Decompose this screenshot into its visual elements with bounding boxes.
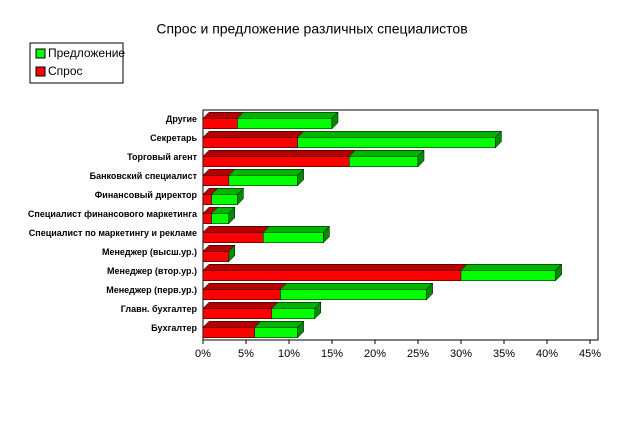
bar — [271, 308, 316, 319]
bar — [202, 175, 230, 186]
bar-depth — [202, 283, 288, 290]
bar-depth — [262, 226, 331, 233]
bar-side — [417, 149, 425, 168]
chart-title: Спрос и предложение различных специалист… — [156, 21, 467, 37]
legend-swatch — [35, 66, 46, 77]
y-tick-label: Другие — [166, 114, 197, 124]
bar — [202, 232, 264, 243]
y-tick-label: Главн. бухгалтер — [121, 304, 198, 314]
x-tick-label: 0% — [195, 348, 211, 360]
bar-depth — [236, 112, 339, 119]
bar-side — [297, 168, 304, 187]
bar — [202, 137, 298, 148]
bar — [202, 251, 230, 262]
x-tick-label: 30% — [450, 348, 472, 360]
y-tick-label: Финансовый директор — [95, 190, 198, 200]
x-tick-label: 10% — [278, 348, 300, 360]
legend-label: Предложение — [48, 46, 125, 60]
bar-side — [228, 244, 236, 263]
bar — [280, 289, 427, 300]
x-tick-label: 25% — [407, 348, 429, 360]
y-tick-label: Менеджер (перв.ур.) — [106, 285, 197, 295]
x-tick-label: 35% — [493, 348, 515, 360]
y-tick-label: Специалист финансового маркетинга — [28, 209, 198, 219]
x-tick-label: 20% — [364, 348, 386, 360]
bar — [254, 327, 298, 338]
y-tick-label: Бухгалтер — [151, 323, 197, 333]
bar-depth — [202, 226, 270, 233]
bar — [202, 270, 462, 281]
bar — [202, 327, 255, 338]
bar — [202, 156, 350, 167]
y-tick-label: Менеджер (втор.ур.) — [107, 266, 197, 276]
bar-depth — [202, 150, 356, 157]
bar-side — [555, 263, 562, 282]
x-tick-label: 40% — [536, 348, 558, 360]
y-tick-label: Менеджер (высш.ур.) — [102, 247, 197, 257]
plot-frame — [202, 109, 599, 341]
bar-depth — [279, 283, 434, 290]
bar — [237, 118, 333, 129]
bar-depth — [253, 321, 305, 328]
bar-side — [228, 206, 236, 225]
bar-depth — [460, 264, 563, 271]
bar-depth — [296, 131, 503, 138]
bar — [228, 175, 298, 186]
bar — [211, 213, 230, 224]
bar-depth — [202, 321, 262, 328]
bar — [348, 156, 419, 167]
bar-side — [331, 111, 339, 130]
bar — [262, 232, 324, 243]
y-tick-label: Специалист по маркетингу и рекламе — [29, 228, 197, 238]
bar-side — [314, 301, 322, 320]
bar-depth — [202, 264, 468, 271]
x-tick-label: 15% — [321, 348, 343, 360]
bar — [211, 194, 238, 205]
bar — [297, 137, 496, 148]
legend-swatch — [35, 48, 46, 59]
bar-side — [426, 282, 433, 301]
bar-depth — [271, 302, 322, 309]
bar-side — [323, 225, 330, 244]
y-tick-label: Секретарь — [150, 133, 197, 143]
bar-depth — [202, 131, 305, 138]
bar — [202, 308, 273, 319]
bar-depth — [202, 112, 245, 119]
bar — [202, 289, 281, 300]
bar-depth — [202, 302, 279, 309]
bar-depth — [228, 169, 305, 176]
bar — [202, 213, 212, 224]
bar — [202, 194, 212, 205]
y-tick-label: Банковский специалист — [90, 171, 198, 181]
bar — [460, 270, 556, 281]
x-tick-label: 45% — [579, 348, 601, 360]
bar-depth — [348, 150, 425, 157]
y-tick-label: Торговый агент — [127, 152, 198, 162]
bar-side — [495, 130, 502, 149]
bar-side — [237, 187, 244, 206]
bar — [202, 118, 238, 129]
x-tick-label: 5% — [238, 348, 254, 360]
legend-label: Спрос — [48, 64, 83, 78]
bar-side — [297, 320, 304, 339]
